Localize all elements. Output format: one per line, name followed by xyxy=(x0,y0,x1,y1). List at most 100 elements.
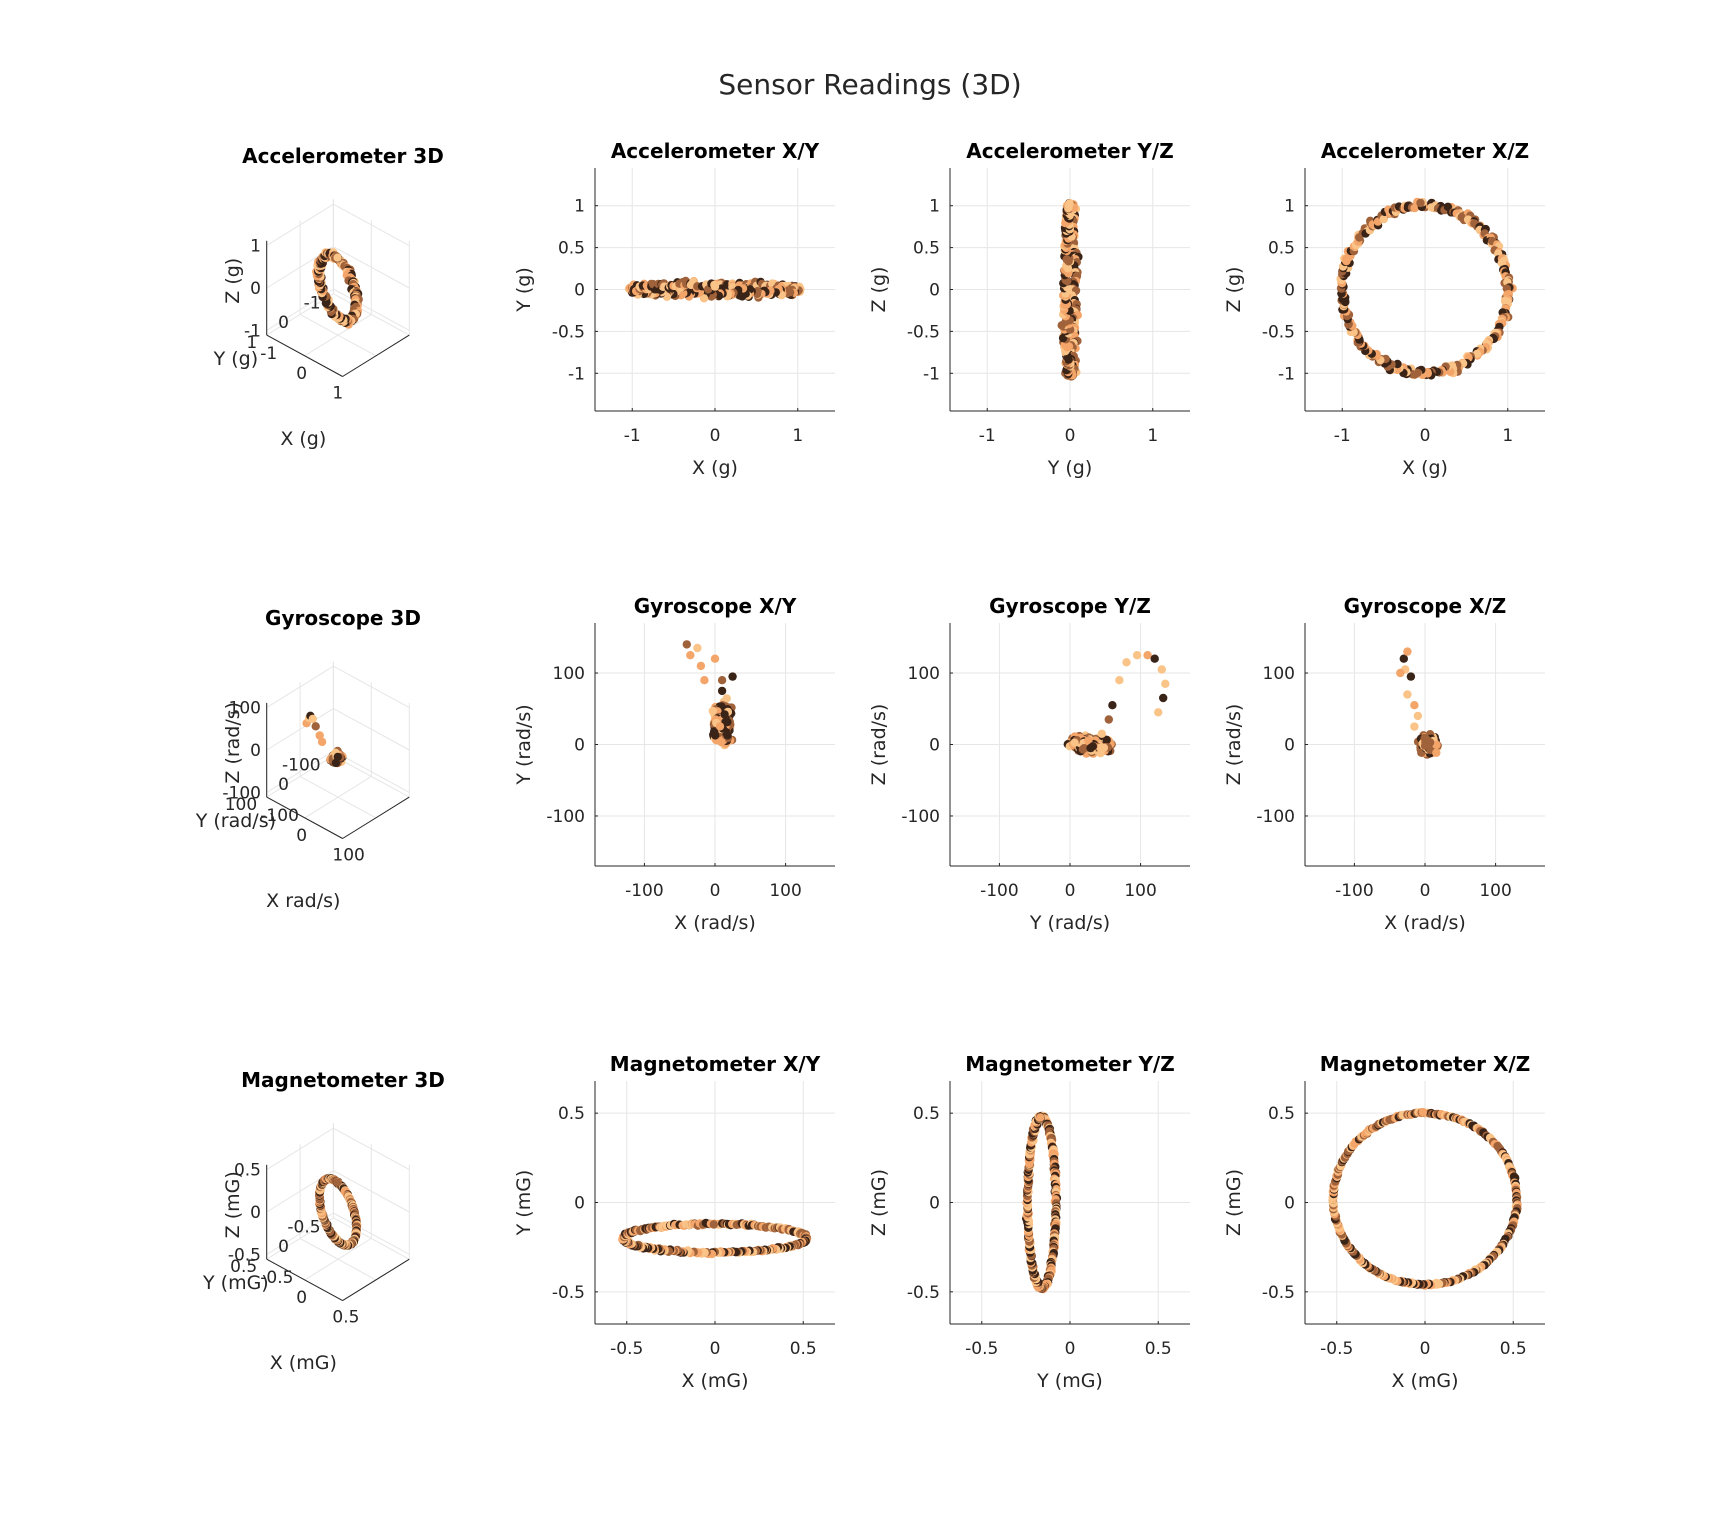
y-tick-label: 0 xyxy=(278,1237,289,1257)
data-point xyxy=(1132,651,1142,660)
grid-line xyxy=(333,1127,410,1171)
data-point xyxy=(715,722,725,731)
data-point xyxy=(682,640,691,649)
y-tick-label: 0 xyxy=(574,1194,585,1214)
y-tick-label: -1 xyxy=(1278,364,1295,384)
x-axis-label: Y (g) xyxy=(1047,457,1093,479)
data-point xyxy=(699,294,709,303)
data-point xyxy=(709,1220,718,1229)
chart-title: Accelerometer X/Z xyxy=(1321,139,1529,163)
z-tick-label: 0 xyxy=(250,279,261,299)
chart-panel-2: -1 0 1 -1 -0.5 0 0.5 1 Accelerometer Y/Z Y (g) Z (… xyxy=(868,139,1190,479)
y-tick-label: 0 xyxy=(1284,736,1295,756)
y-tick-label: -0.5 xyxy=(907,322,940,342)
x-tick-label: 1 xyxy=(1502,426,1513,446)
x-tick-label: -100 xyxy=(625,881,664,901)
z-tick-label: 0 xyxy=(250,741,261,761)
chart-panel-1: -1 0 1 -1 -0.5 0 0.5 1 Accelerometer X/Y X (g) Y (… xyxy=(513,139,835,479)
y-axis-label: Z (mG) xyxy=(1223,1169,1245,1236)
x-tick-label: -0.5 xyxy=(610,1339,643,1359)
data-point xyxy=(1161,679,1170,688)
x-tick-label: -100 xyxy=(1335,881,1374,901)
x-tick-label: 100 xyxy=(769,881,801,901)
y-tick-label: 100 xyxy=(553,664,585,684)
x-tick-label: 1 xyxy=(1147,426,1158,446)
y-tick-label: 1 xyxy=(246,333,257,353)
x-tick-label: 0 xyxy=(1065,1339,1076,1359)
y-tick-label: -1 xyxy=(923,364,940,384)
x-tick-label: 0.5 xyxy=(1145,1339,1172,1359)
y-tick-label: 0.5 xyxy=(558,1104,585,1124)
data-point xyxy=(1406,672,1416,681)
x-axis-label: X rad/s) xyxy=(266,890,340,912)
data-point xyxy=(686,651,695,660)
chart-title: Gyroscope Y/Z xyxy=(989,594,1151,618)
data-point xyxy=(1159,693,1168,703)
data-point xyxy=(1104,715,1114,724)
chart-title: Magnetometer X/Y xyxy=(610,1052,821,1076)
x-tick-label: 0.5 xyxy=(790,1339,817,1359)
x-tick-label: 0.5 xyxy=(332,1308,359,1328)
x-axis-line xyxy=(342,1258,410,1302)
z-axis-label: Z (mG) xyxy=(222,1171,244,1238)
chart-title: Gyroscope X/Y xyxy=(634,594,797,618)
data-point xyxy=(1416,198,1425,208)
data-point xyxy=(1403,690,1412,699)
data-point xyxy=(710,654,720,663)
x-tick-label: -100 xyxy=(260,806,299,826)
x-tick-label: 100 xyxy=(1479,881,1511,901)
y-tick-label: 100 xyxy=(908,664,940,684)
grid-line xyxy=(299,775,377,819)
data-point xyxy=(333,253,342,262)
chart-title: Magnetometer 3D xyxy=(241,1068,445,1092)
data-point xyxy=(1084,736,1093,745)
data-point xyxy=(1418,1107,1428,1117)
x-tick-label: 0 xyxy=(1065,881,1076,901)
y-tick-label: -100 xyxy=(282,755,321,775)
x-axis-label: X (g) xyxy=(692,457,738,479)
chart-panel-5: -100 0 100 -100 0 100 Gyroscope X/Y X (rad/s) Y … xyxy=(513,594,835,934)
grid-line xyxy=(333,1170,410,1213)
grid-line xyxy=(266,708,334,751)
y-axis-label: Z (rad/s) xyxy=(1223,704,1245,786)
data-point xyxy=(1410,722,1419,731)
data-point xyxy=(1413,711,1423,721)
y-tick-label: 0.5 xyxy=(913,1104,940,1124)
data-point xyxy=(720,710,729,719)
y-axis-label: Y (rad/s) xyxy=(513,704,535,785)
y-tick-label: 0 xyxy=(929,736,940,756)
y-tick-label: -1 xyxy=(568,364,585,384)
y-tick-label: -100 xyxy=(1256,807,1295,827)
x-axis-line xyxy=(342,796,410,839)
y-axis-label: Z (mG) xyxy=(868,1169,890,1236)
y-axis-label: Z (g) xyxy=(1223,267,1245,313)
x-axis-label: X (g) xyxy=(1402,457,1448,479)
data-point xyxy=(1086,743,1095,753)
y-axis-label: Y (rad/s) xyxy=(195,810,276,832)
x-tick-label: -1 xyxy=(979,426,996,446)
y-tick-label: 0.5 xyxy=(230,1257,257,1277)
y-tick-label: -0.5 xyxy=(907,1283,940,1303)
y-axis-label: Y (g) xyxy=(513,267,535,313)
x-axis-label: X (rad/s) xyxy=(674,912,756,934)
y-tick-label: 0 xyxy=(929,281,940,301)
z-axis-label: Z (g) xyxy=(222,258,244,304)
x-tick-label: -0.5 xyxy=(1320,1339,1353,1359)
grid-line xyxy=(333,246,410,289)
data-point xyxy=(717,737,726,747)
x-tick-label: -1 xyxy=(260,344,277,364)
data-point xyxy=(1472,349,1482,359)
grid-line xyxy=(299,1238,377,1281)
data-point xyxy=(1396,668,1405,678)
grid-line xyxy=(299,313,377,357)
x-axis-label: X (rad/s) xyxy=(1384,912,1466,934)
grid-line xyxy=(266,203,334,247)
data-point xyxy=(710,282,720,291)
z-tick-label: 1 xyxy=(250,237,261,257)
data-point xyxy=(1399,654,1409,663)
z-tick-label: -1 xyxy=(244,321,261,341)
y-axis-label: Y (mG) xyxy=(202,1272,269,1294)
